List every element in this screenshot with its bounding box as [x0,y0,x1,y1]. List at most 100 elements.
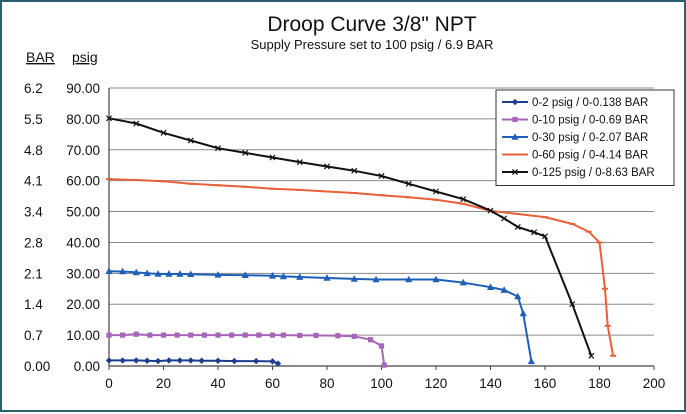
data-point [368,337,374,343]
legend-label: 0-2 psig / 0-0.138 BAR [532,97,648,109]
data-point [105,267,113,274]
series-line [108,178,615,356]
data-point [351,333,357,339]
data-point [335,333,341,339]
x-tick-label: 40 [210,376,225,391]
data-point [527,357,535,365]
data-point [165,357,173,364]
y-tick-label-bar: 2.1 [24,266,43,281]
y-tick-label-bar: 4.8 [24,143,43,158]
data-point [432,188,440,195]
data-point [201,332,207,338]
data-point [378,173,385,180]
y-axis-label-psig: psig [72,49,98,65]
y-tick-label-psig: 70.00 [66,143,100,158]
data-point [296,159,303,166]
data-point [106,332,112,338]
series-2 [106,331,387,368]
data-point [143,357,151,364]
data-point [119,267,127,275]
y-tick-label-bar: 1.4 [24,297,43,312]
data-point [147,332,153,338]
y-tick-label-bar: 3.4 [24,205,43,220]
data-point [160,332,167,338]
data-point [241,271,249,278]
data-point [269,358,276,365]
data-point [229,332,235,338]
x-tick-label: 100 [370,376,393,391]
legend-label: 0-30 psig / 0-2.07 BAR [532,132,648,144]
y-tick-label-psig: 90.00 [66,81,100,96]
data-point [297,332,303,339]
data-point [486,283,495,291]
x-tick-label: 80 [319,376,334,391]
series-3 [105,267,535,365]
y-tick-label-psig: 60.00 [66,174,100,189]
data-point [372,275,380,283]
data-series [105,115,617,368]
data-point [133,120,140,127]
data-point [381,362,387,368]
data-point [500,286,508,293]
data-point [280,332,286,338]
data-point [143,269,151,277]
y-axis-label-bar: BAR [26,49,55,65]
legend: 0-2 psig / 0-0.138 BAR 0-10 psig / 0-0.69… [495,89,675,186]
data-point [154,357,162,365]
data-point [242,332,248,338]
data-point [501,215,508,222]
data-point [133,331,139,337]
data-point [269,332,276,338]
legend-marker [511,133,519,140]
data-point [519,309,527,317]
x-tick-label: 60 [265,376,280,391]
data-point [459,278,467,286]
y-tick-label-bar: 5.5 [24,112,43,127]
data-point [214,271,222,278]
data-point [405,275,413,283]
legend-item: 0-60 psig / 0-4.14 BAR [502,150,648,162]
series-line [108,270,533,362]
chart-title: Droop Curve 3/8" NPT [267,13,477,36]
data-point [198,357,205,364]
data-point [187,137,194,144]
x-tick-label: 120 [425,376,448,391]
data-point [274,360,282,367]
y-tick-label-bar: 4.1 [24,174,43,189]
y-tick-label-bar: 6.2 [24,81,43,96]
x-tick-label: 20 [156,376,171,391]
data-point [350,275,358,282]
legend-marker [512,116,518,123]
x-tick-label: 140 [479,376,502,391]
y-tick-label-psig: 80.00 [66,112,100,127]
chart-subtitle: Supply Pressure set to 100 psig / 6.9 BA… [251,37,494,52]
data-point [487,207,494,214]
data-point [323,163,331,170]
data-point [154,270,162,277]
x-tick-label: 0 [105,376,113,391]
series-5 [105,115,595,359]
data-point [187,270,195,278]
data-point [120,332,126,338]
data-point [187,357,194,364]
legend-item: 0-10 psig / 0-0.69 BAR [502,115,648,127]
x-tick-label: 160 [534,376,557,391]
grid-lines [109,87,654,336]
legend-label: 0-125 psig / 0-8.63 BAR [532,167,655,179]
legend-label: 0-10 psig / 0-0.69 BAR [532,115,648,127]
data-point [214,357,222,364]
data-point [242,149,249,156]
tick-labels: 0.00 0.00 10.00 0.7 20.00 1.4 30.00 2.1 40.00 2.8… [24,81,665,391]
data-point [256,332,262,338]
legend-marker [511,98,519,106]
legend-marker [511,168,519,176]
data-point [231,357,238,365]
data-point [176,270,184,277]
data-point [460,196,467,203]
legend-item: 0-125 psig / 0-8.63 BAR [502,167,655,179]
data-point [323,274,331,281]
legend-box [495,89,675,186]
data-point [133,357,140,364]
data-point [105,115,113,122]
